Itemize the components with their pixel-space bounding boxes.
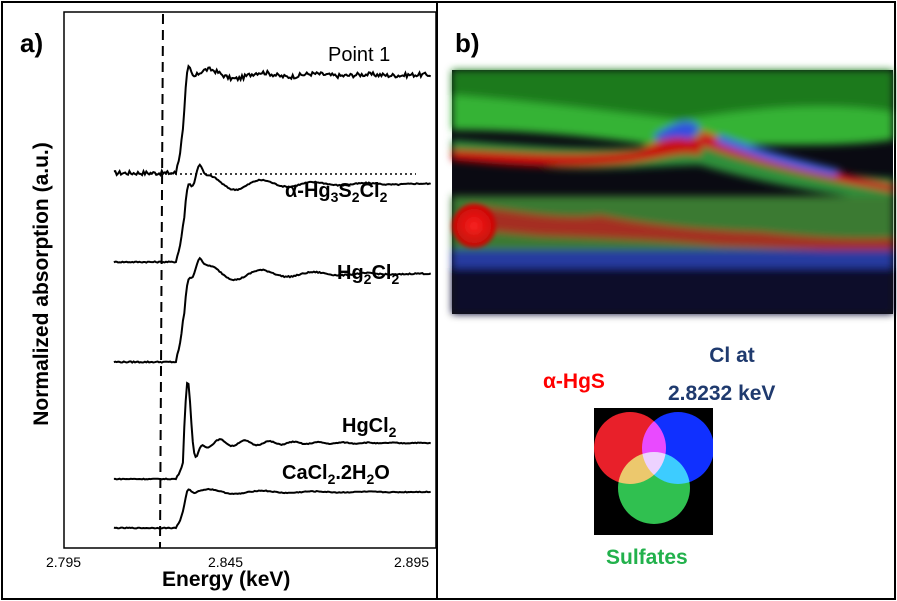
series-label-hg2cl2: Hg2Cl2 <box>337 262 400 287</box>
legend-red-label: α-HgS <box>543 370 605 393</box>
false-color-map <box>452 70 893 314</box>
subscript: 2 <box>366 471 375 487</box>
plot-area <box>63 11 437 549</box>
spectrum-line-1 <box>113 163 431 264</box>
spectrum-line-4 <box>113 487 431 530</box>
subscript: 2 <box>351 189 360 205</box>
subscript: 2 <box>379 189 388 205</box>
subscript: 2 <box>363 271 372 287</box>
x-tick-label: 2.795 <box>46 554 82 570</box>
subscript: 2 <box>388 424 397 440</box>
series-label-hgcl2: HgCl2 <box>342 415 397 440</box>
spectrum-line-2 <box>113 256 432 364</box>
legend-blue-label-line2: 2.8232 keV <box>668 382 776 405</box>
y-axis-label: Normalized absorption (a.u.) <box>30 142 53 426</box>
subscript: 2 <box>327 471 336 487</box>
edge-marker-line <box>159 13 164 549</box>
subscript: 3 <box>330 189 339 205</box>
spectrum-line-0 <box>113 64 432 177</box>
spectra-group <box>113 64 432 530</box>
legend-blue-label-line1: Cl at <box>709 344 755 367</box>
legend-green-label: Sulfates <box>606 546 688 569</box>
x-tick-label: 2.895 <box>394 554 430 570</box>
rgb-legend-swatch <box>594 408 714 535</box>
x-tick-label: 2.845 <box>208 554 244 570</box>
x-axis-label: Energy (keV) <box>162 568 291 591</box>
panel-a-label: a) <box>20 28 44 58</box>
subscript: 2 <box>391 271 400 287</box>
series-label-cacl2-2h2o: CaCl2.2H2O <box>282 462 390 487</box>
series-label-hg3s2cl2: α-Hg3S2Cl2 <box>285 180 388 205</box>
spectrum-line-3 <box>113 381 431 481</box>
series-label-point1: Point 1 <box>328 44 391 66</box>
panel-b-label: b) <box>455 28 480 58</box>
